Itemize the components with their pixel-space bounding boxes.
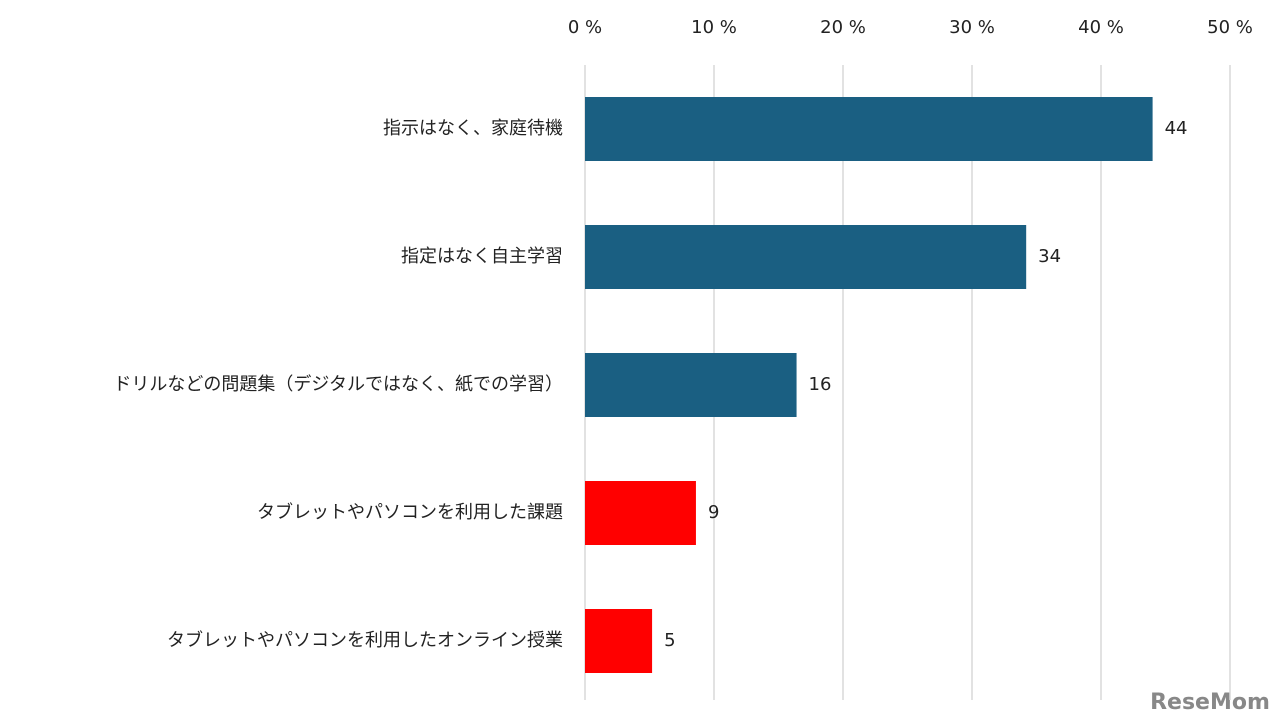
data-label: 9 (708, 502, 719, 523)
y-tick-label: タブレットやパソコンを利用したオンライン授業 (167, 629, 563, 651)
x-tick-label: 40 % (1078, 17, 1124, 38)
bar (585, 353, 797, 417)
x-tick-label: 0 % (568, 17, 602, 38)
bar (585, 481, 696, 545)
data-label: 44 (1165, 118, 1188, 139)
data-label: 16 (809, 374, 832, 395)
x-tick-label: 30 % (949, 17, 995, 38)
x-tick-label: 10 % (691, 17, 737, 38)
bar (585, 609, 653, 673)
x-tick-label: 50 % (1207, 17, 1253, 38)
data-label: 5 (664, 630, 675, 651)
bar (585, 97, 1153, 161)
y-tick-label: タブレットやパソコンを利用した課題 (257, 501, 563, 523)
x-tick-label: 20 % (820, 17, 866, 38)
data-label: 34 (1038, 246, 1061, 267)
watermark: ReseMom (1150, 690, 1270, 715)
y-tick-label: 指示はなく、家庭待機 (383, 118, 563, 139)
bar (585, 225, 1027, 289)
y-tick-label: ドリルなどの問題集（デジタルではなく、紙での学習） (113, 374, 563, 395)
y-tick-label: 指定はなく自主学習 (401, 246, 563, 267)
